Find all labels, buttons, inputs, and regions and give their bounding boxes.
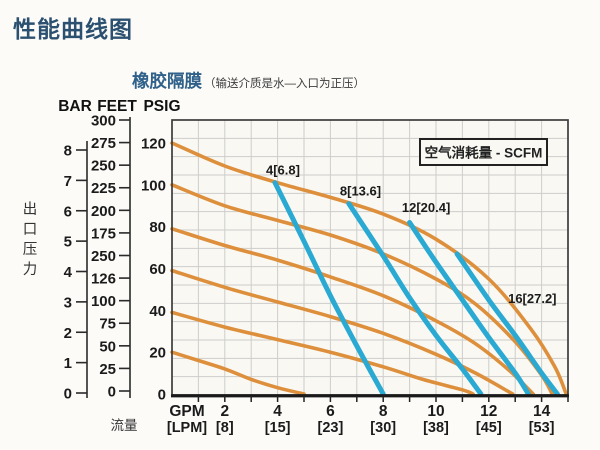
bar-tick-label: 3	[64, 294, 72, 311]
chart-subtitle: 橡胶隔膜 （输送介质是水—入口为正压）	[132, 68, 365, 93]
medium-note: （输送介质是水—入口为正压）	[204, 78, 365, 90]
feet-tick-label: 250	[91, 248, 116, 265]
gpm-tick-label: 12	[480, 403, 497, 420]
psig-tick-label: 40	[149, 303, 166, 320]
legend-label: 空气消耗量 - SCFM	[425, 145, 543, 161]
lpm-tick-label: [8]	[216, 420, 234, 436]
air-line-4scfm-label: 4[6.8]	[266, 162, 300, 177]
pump-curve-80psig	[170, 227, 535, 396]
feet-tick-label: 25	[99, 361, 116, 378]
legend: 空气消耗量 - SCFM	[419, 138, 548, 166]
bar-scale: 8 7 6 5 4 3 2 1 0	[64, 141, 88, 403]
bar-tick-label: 2	[64, 325, 72, 342]
bar-tick-label: 1	[64, 355, 72, 372]
lpm-tick-label: [30]	[370, 420, 396, 436]
psig-tick-label: 100	[141, 177, 166, 194]
x-unit-primary: GPM	[169, 403, 204, 420]
header-feet: FEET	[97, 98, 137, 115]
feet-tick-label: 100	[91, 293, 116, 310]
lpm-tick-label: [45]	[476, 420, 502, 436]
header-psig: PSIG	[143, 98, 180, 115]
lpm-tick-label: [53]	[529, 420, 555, 436]
feet-tick-label: 300	[91, 113, 116, 130]
page-title: 性能曲线图	[13, 16, 133, 42]
feet-tick-label: 126	[91, 271, 116, 288]
feet-tick-label: 275	[91, 135, 116, 152]
air-line-12scfm-label: 12[20.4]	[402, 200, 450, 215]
feet-tick-label: 225	[91, 180, 116, 197]
lpm-tick-label: [15]	[265, 420, 291, 436]
psig-tick-label: 0	[158, 386, 166, 403]
svg-text:力: 力	[23, 261, 38, 278]
air-line-4scfm	[272, 180, 386, 397]
feet-tick-label: 50	[99, 338, 116, 355]
pump-curve-60psig	[170, 268, 515, 396]
diaphragm-type-label: 橡胶隔膜	[132, 71, 202, 91]
x-axis: 2[8] 4[15] 6[23] 8[30] 10[38] 12[45] 14[53] GPM…	[111, 396, 569, 436]
air-line-16scfm	[454, 251, 560, 397]
gpm-tick-label: 10	[427, 403, 444, 420]
air-line-8scfm	[346, 201, 484, 397]
lpm-tick-label: [23]	[318, 420, 344, 436]
lpm-tick-label: [38]	[423, 420, 449, 436]
gpm-tick-label: 6	[326, 403, 335, 420]
header-bar: BAR	[58, 98, 92, 115]
gpm-tick-label: 8	[379, 403, 388, 420]
bar-tick-label: 7	[64, 173, 72, 190]
air-line-8scfm-label: 8[13.6]	[340, 183, 381, 198]
feet-tick-label: 250	[91, 158, 116, 175]
x-unit-secondary: [LPM]	[167, 420, 207, 436]
pump-curve-40psig	[170, 310, 475, 396]
pressure-scale-headers: BAR FEET PSIG	[58, 98, 180, 115]
psig-tick-label: 20	[149, 345, 166, 362]
svg-text:口: 口	[23, 222, 38, 238]
psig-tick-label: 120	[141, 136, 166, 153]
psig-tick-label: 80	[149, 219, 166, 236]
bar-tick-label: 8	[64, 143, 72, 160]
air-line-16scfm-label: 16[27.2]	[508, 291, 556, 306]
bar-tick-label: 0	[64, 386, 72, 403]
psig-tick-label: 60	[149, 261, 166, 278]
air-line-12scfm	[407, 220, 531, 397]
feet-tick-label: 0	[108, 383, 116, 400]
feet-tick-label: 200	[91, 203, 116, 220]
gpm-tick-label: 2	[220, 403, 229, 420]
pump-curve-20psig	[170, 350, 306, 396]
feet-tick-label: 75	[99, 316, 116, 333]
bar-tick-label: 6	[64, 203, 72, 220]
svg-text:压: 压	[23, 241, 38, 258]
bar-tick-label: 4	[64, 264, 73, 281]
grid-lines	[172, 120, 568, 395]
svg-text:出: 出	[23, 201, 38, 218]
x-axis-label: 流量	[111, 418, 138, 433]
bar-tick-label: 5	[64, 234, 72, 251]
air-consumption-lines	[272, 180, 560, 397]
air-line-labels: 4[6.8] 8[13.6] 12[20.4] 16[27.2]	[266, 162, 557, 306]
feet-tick-label: 175	[91, 225, 116, 242]
psig-scale: 120 100 80 60 40 20 0	[141, 136, 166, 404]
gpm-tick-label: 4	[273, 403, 282, 420]
gpm-tick-label: 14	[533, 403, 551, 420]
